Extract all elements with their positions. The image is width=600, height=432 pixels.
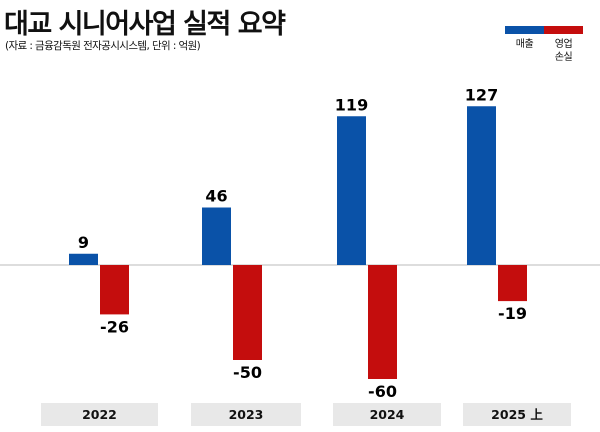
loss-bar-2 [368, 265, 397, 379]
legend-swatch-revenue [505, 26, 544, 34]
loss-bar-1 [233, 265, 262, 360]
chart-title: 대교 시니어사업 실적 요약 [4, 9, 286, 40]
loss-bar-3 [498, 265, 527, 302]
revenue-bar-1 [202, 207, 231, 265]
revenue-value-label-2: 119 [335, 95, 368, 114]
revenue-bar-2 [337, 116, 366, 265]
revenue-bar-3 [467, 106, 496, 265]
category-label-2023: 2023 [191, 403, 301, 426]
chart-subtitle: (자료 : 금융감독원 전자공시시스템, 단위 : 억원) [5, 40, 201, 52]
revenue-value-label-0: 9 [78, 233, 89, 252]
loss-value-label-1: -50 [233, 363, 262, 382]
category-label-2024: 2024 [333, 403, 441, 426]
loss-value-label-2: -60 [368, 382, 397, 401]
loss-value-label-3: -19 [498, 304, 527, 323]
revenue-value-label-3: 127 [465, 85, 498, 104]
revenue-value-label-1: 46 [205, 187, 227, 206]
loss-bar-0 [100, 265, 129, 315]
category-label-2025-h1: 2025 上 [463, 403, 571, 426]
category-label-2022: 2022 [41, 403, 158, 426]
loss-value-label-0: -26 [100, 317, 129, 336]
legend-label-operating-loss: 영업 손실 [554, 39, 573, 63]
revenue-bar-0 [69, 253, 98, 265]
legend-label-revenue: 매출 [515, 39, 534, 50]
legend-swatch-operating-loss [544, 26, 583, 34]
